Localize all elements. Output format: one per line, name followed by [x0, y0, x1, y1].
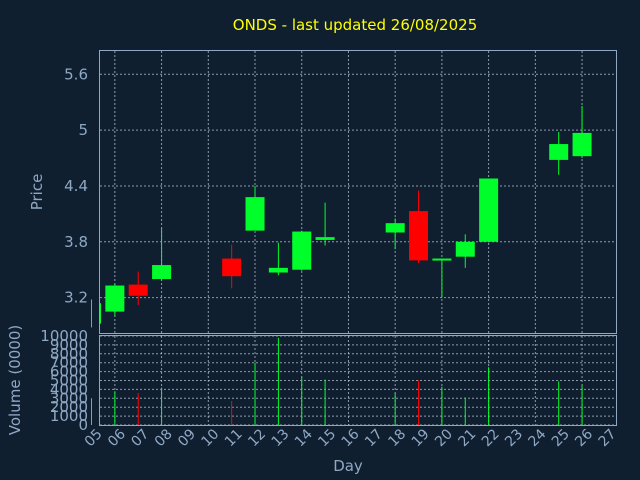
day-tick-label: 15 — [315, 426, 339, 450]
day-tick-label: 07 — [128, 426, 152, 450]
volume-gridlines — [100, 335, 616, 426]
day-tick-label: 14 — [292, 426, 316, 450]
price-tick-label: 5 — [78, 121, 88, 139]
candle-body-07 — [128, 284, 148, 296]
volume-tick-label: 8000 — [50, 345, 88, 363]
candle-body-11 — [222, 258, 242, 277]
volume-tick-labels: 0100020003000400050006000700080009000100… — [40, 327, 88, 434]
price-tick-labels: 3.2 3.8 4.4 5 5.6 — [64, 65, 88, 306]
price-gridlines — [100, 51, 616, 333]
candles — [91, 105, 592, 328]
candle-body-26 — [572, 132, 592, 157]
volume-tick-label: 1000 — [50, 407, 88, 425]
day-tick-label: 17 — [362, 426, 386, 450]
candle-body-19 — [409, 211, 429, 261]
y-axis-label: Price — [28, 174, 46, 211]
day-tick-label: 24 — [526, 426, 550, 450]
day-tick-label: 27 — [596, 426, 620, 450]
day-tick-label: 19 — [409, 426, 433, 450]
day-tick-labels: 05 06 07 08 09 10 11 12 13 14 15 16 17 18 19 20 21 22 23 24… — [82, 426, 620, 450]
day-tick-label: 10 — [199, 426, 223, 450]
volume-tick-label: 3000 — [50, 389, 88, 407]
candle-body-22 — [479, 178, 499, 242]
day-tick-label: 21 — [455, 426, 479, 450]
price-tick-label: 3.2 — [64, 289, 88, 307]
volume-tick-label: 2000 — [50, 398, 88, 416]
volume-axis-label: Volume (0000) — [6, 325, 24, 435]
volume-tick-label: 9000 — [50, 336, 88, 354]
volume-tick-label: 10000 — [40, 327, 88, 345]
day-tick-label: 23 — [502, 426, 526, 450]
day-tick-label: 06 — [105, 426, 129, 450]
price-panel-frame — [99, 50, 617, 334]
day-tick-label: 26 — [572, 426, 596, 450]
x-axis-label: Day — [333, 457, 363, 475]
candle-body-20 — [432, 258, 452, 261]
price-tick-label: 3.8 — [64, 233, 88, 251]
price-tick-label: 5.6 — [64, 65, 88, 83]
volume-bars — [91, 337, 583, 425]
candle-body-25 — [549, 144, 569, 160]
candle-body-18 — [385, 223, 405, 233]
candle-body-05 — [100, 303, 101, 324]
candle-body-13 — [268, 267, 288, 273]
volume-panel-frame — [99, 335, 617, 426]
candle-body-08 — [152, 265, 172, 280]
candle-body-15 — [315, 237, 335, 240]
day-tick-label: 16 — [339, 426, 363, 450]
day-tick-label: 09 — [175, 426, 199, 450]
chart-title: ONDS - last updated 26/08/2025 — [233, 16, 477, 34]
day-tick-label: 20 — [432, 426, 456, 450]
volume-tick-label: 0 — [78, 416, 88, 434]
day-tick-label: 22 — [479, 426, 503, 450]
day-tick-label: 13 — [269, 426, 293, 450]
candle-body-21 — [455, 241, 475, 257]
candle-body-06 — [105, 285, 125, 312]
day-tick-label: 11 — [222, 426, 246, 450]
candle-body-12 — [245, 197, 265, 231]
day-tick-label: 12 — [245, 426, 269, 450]
volume-tick-label: 4000 — [50, 380, 88, 398]
volume-tick-label: 5000 — [50, 372, 88, 390]
candle-body-14 — [292, 231, 312, 270]
volume-tick-label: 6000 — [50, 363, 88, 381]
day-tick-label: 25 — [549, 426, 573, 450]
price-tick-label: 4.4 — [64, 177, 88, 195]
day-tick-label: 08 — [152, 426, 176, 450]
volume-tick-label: 7000 — [50, 354, 88, 372]
day-tick-label: 18 — [385, 426, 409, 450]
